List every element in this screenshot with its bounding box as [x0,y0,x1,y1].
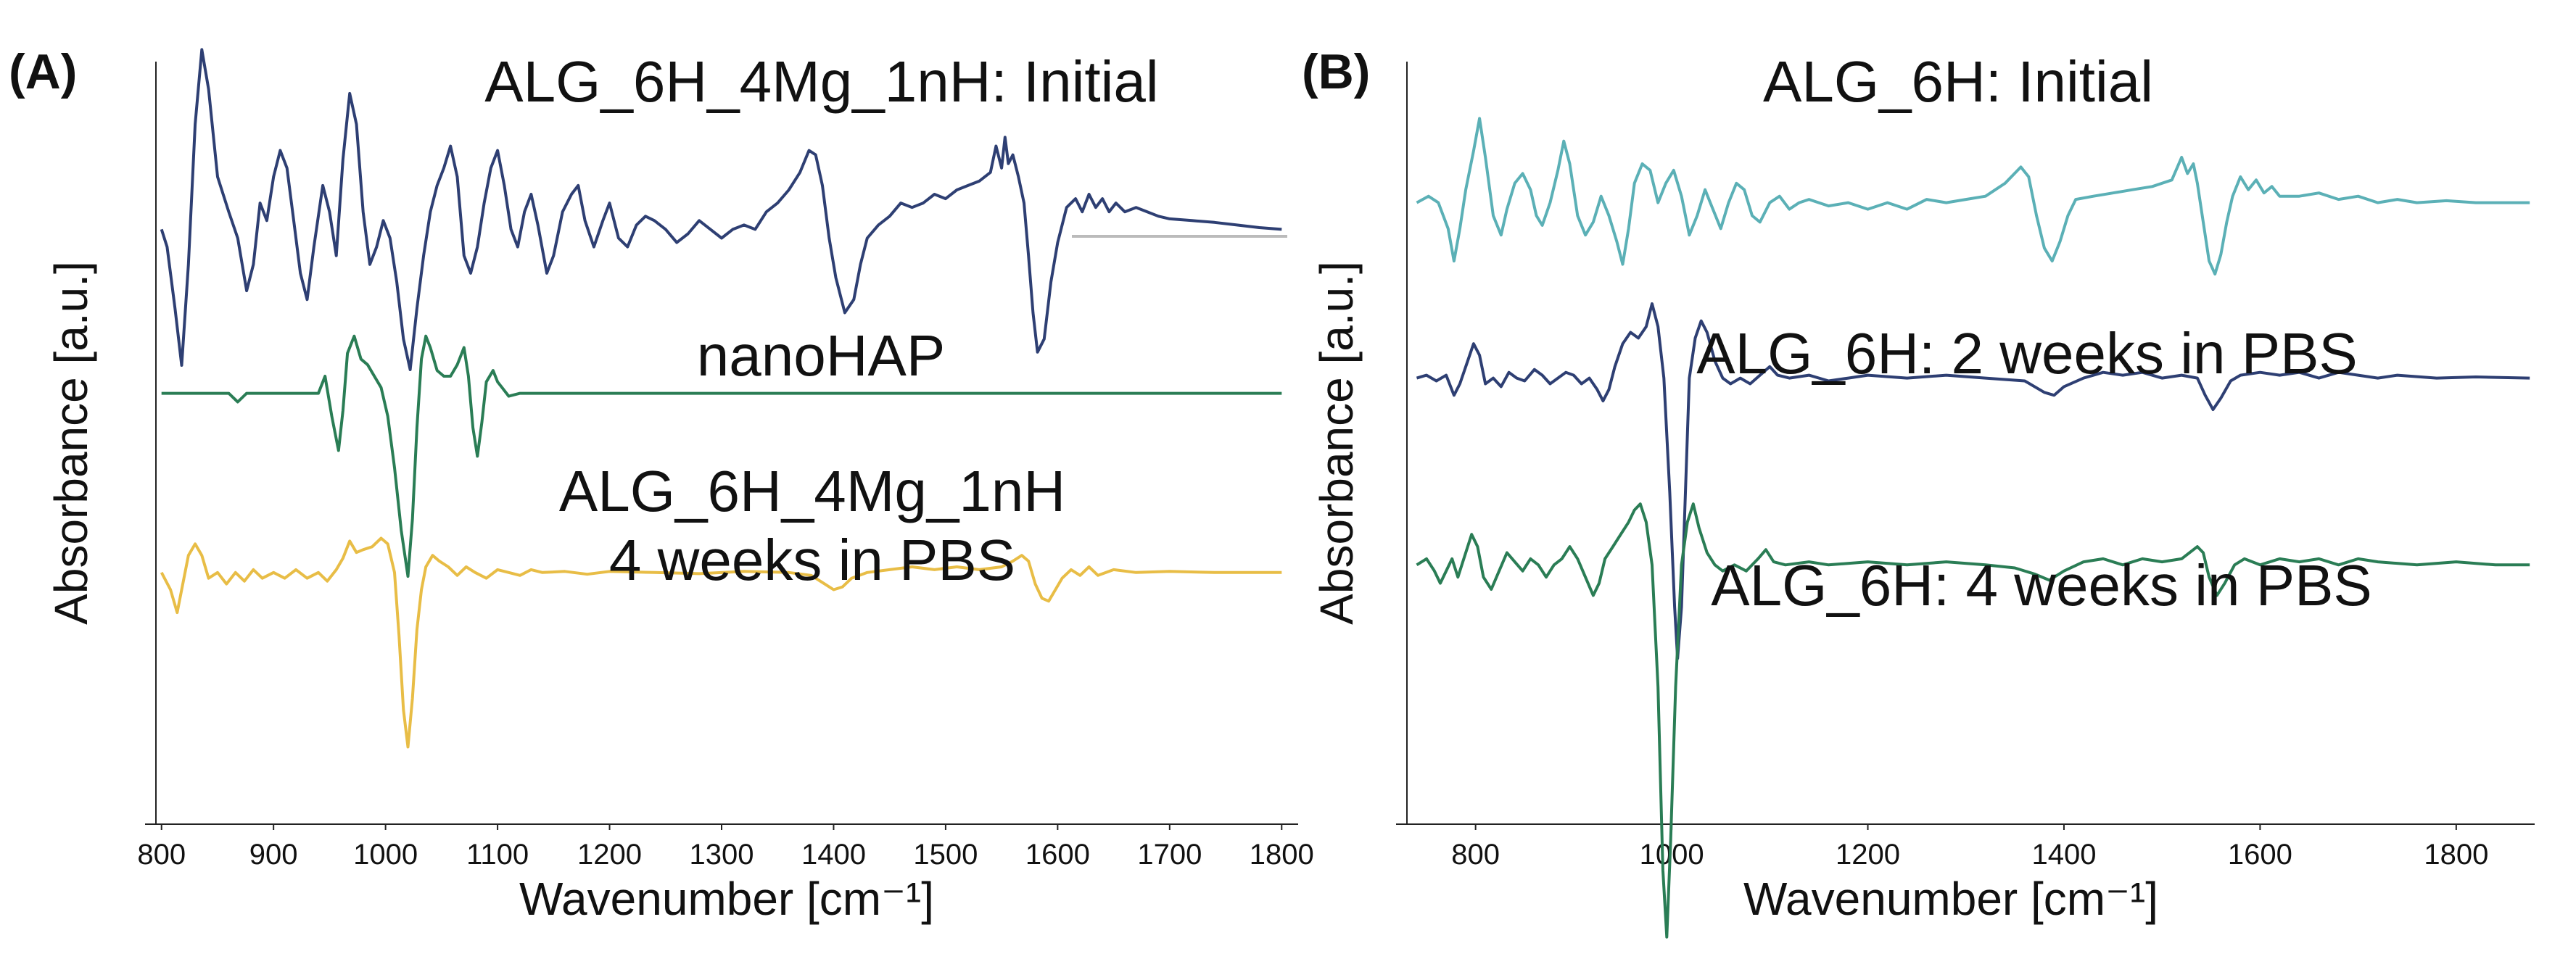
panel-a-x-tick-label: 1100 [466,839,529,871]
panel-a-x-tick-label: 1500 [913,839,978,871]
series-label: ALG_6H_4Mg_1nH [559,459,1065,523]
panel-a-x-axis-title: Wavenumber [cm⁻¹] [519,873,934,925]
panel-b-x-axis-title: Wavenumber [cm⁻¹] [1743,873,2158,925]
series-label: 4 weeks in PBS [609,528,1015,592]
panel-a: (A) Absorbance [a.u.] Wavenumber [cm⁻¹] … [9,44,1314,925]
panel-b-x-tick-label: 1600 [2228,839,2292,871]
panel-a-x-tick-label: 1800 [1250,839,1314,871]
series-label: ALG_6H_4Mg_1nH: Initial [484,49,1158,114]
panel-a-x-tick-label: 900 [249,839,298,871]
panel-b-x-tick-label: 1400 [2031,839,2096,871]
panel-a-traces: ALG_6H_4Mg_1nH: Initial nanoHAP ALG_6H_4Mg… [160,48,1282,749]
panel-b-x-tick-label: 800 [1451,839,1500,871]
panel-a-x-tick-label: 1300 [690,839,754,871]
panel-a-x-tick-label: 1200 [577,839,642,871]
series-line [160,536,1282,749]
series-label: ALG_6H: 2 weeks in PBS [1696,321,2358,386]
panel-b-x-tick-label: 1200 [1836,839,1900,871]
series-line [161,334,1282,578]
panel-a-label: (A) [9,44,77,99]
panel-a-x-tick-label: 1700 [1137,839,1202,871]
panel-b-traces: ALG_6H: Initial ALG_6H: 2 weeks in PBS ALG… [1416,49,2530,939]
panel-a-x-tick-label: 1000 [353,839,418,871]
panel-b-y-axis-title: Absorbance [a.u.] [1310,261,1363,625]
series-line [1416,117,2530,275]
panel-a-x-tick-label: 1400 [801,839,866,871]
series-label: ALG_6H: 4 weeks in PBS [1711,553,2372,618]
panel-b-label: (B) [1302,44,1370,99]
series-line [1416,502,2530,939]
panel-a-x-tick-label: 1600 [1025,839,1090,871]
series-line [1416,302,2530,660]
series-line [160,48,1282,371]
panel-a-x-ticks: 800 900 1000 1100 1200 1300 1400 1500 1600 1700 18… [137,824,1314,871]
series-label: nanoHAP [697,323,945,388]
panel-b-x-tick-label: 1800 [2424,839,2488,871]
panel-b: (B) Absorbance [a.u.] Wavenumber [cm⁻¹] … [1302,44,2535,939]
series-label: ALG_6H: Initial [1763,49,2153,114]
panel-b-x-ticks: 800 1000 1200 1400 1600 1800 [1451,824,2488,871]
panel-a-x-tick-label: 800 [137,839,186,871]
panel-a-y-axis-title: Absorbance [a.u.] [45,261,97,625]
